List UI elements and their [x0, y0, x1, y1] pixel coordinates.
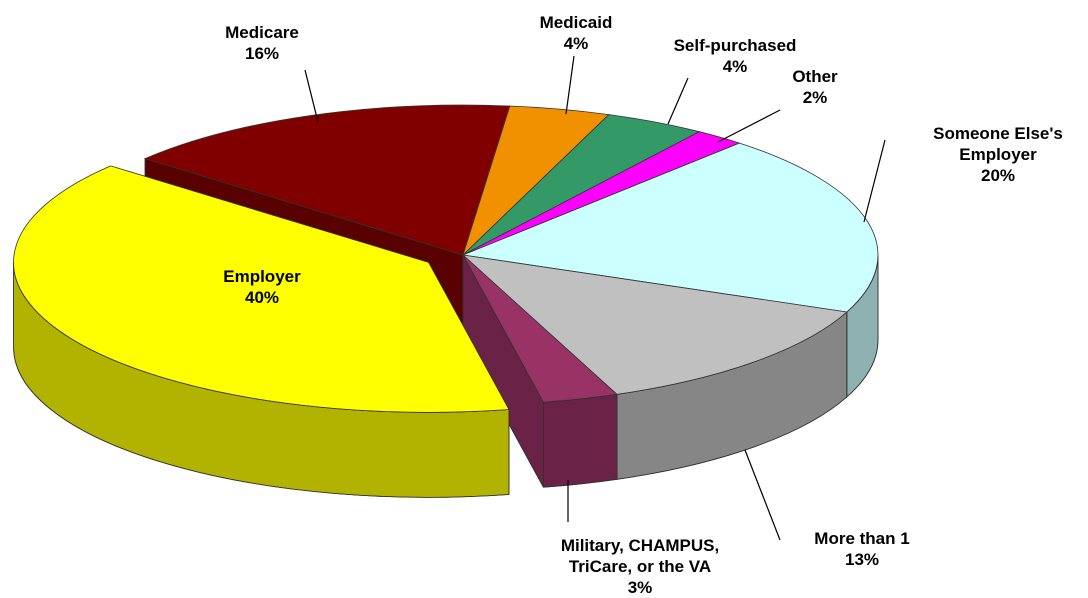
leader-line: [863, 139, 886, 223]
value-label: 40%: [244, 288, 280, 307]
leader-line: [744, 449, 781, 541]
leader-line: [717, 109, 781, 143]
category-label: More than 1: [814, 529, 910, 548]
slice-label: Employer 40%: [202, 266, 322, 308]
category-label: Someone Else's Employer: [933, 124, 1063, 164]
value-label: 20%: [980, 166, 1016, 185]
slice: [461, 254, 848, 395]
value-label: 16%: [244, 44, 280, 63]
slice-label: Medicare 16%: [202, 22, 322, 64]
category-label: Other: [792, 67, 838, 86]
leader-line: [304, 69, 319, 123]
value-label: 4%: [722, 57, 748, 76]
value-label: 3%: [627, 578, 653, 597]
leader-line: [667, 77, 689, 125]
category-label: Medicaid: [539, 13, 613, 32]
slice-label: Military, CHAMPUS, TriCare, or the VA 3%: [543, 535, 738, 598]
slice-side-shade: [543, 393, 618, 488]
slice-label: Medicaid 4%: [516, 12, 636, 54]
category-label: Military, CHAMPUS, TriCare, or the VA: [560, 536, 720, 576]
slice: [461, 142, 879, 313]
value-label: 4%: [563, 34, 589, 53]
value-label: 2%: [802, 88, 828, 107]
category-label: Medicare: [225, 23, 299, 42]
slice-label: Self-purchased 4%: [650, 35, 820, 77]
slice-label: Someone Else's Employer 20%: [923, 123, 1073, 186]
value-label: 13%: [844, 550, 880, 569]
category-label: Employer: [223, 267, 301, 286]
slice: [13, 165, 510, 413]
slice-label: More than 1 13%: [792, 528, 932, 570]
slice: [462, 254, 618, 403]
slice: [143, 104, 511, 256]
slice-label: Other 2%: [775, 66, 855, 108]
leader-line: [565, 55, 575, 115]
category-label: Self-purchased: [673, 36, 797, 55]
